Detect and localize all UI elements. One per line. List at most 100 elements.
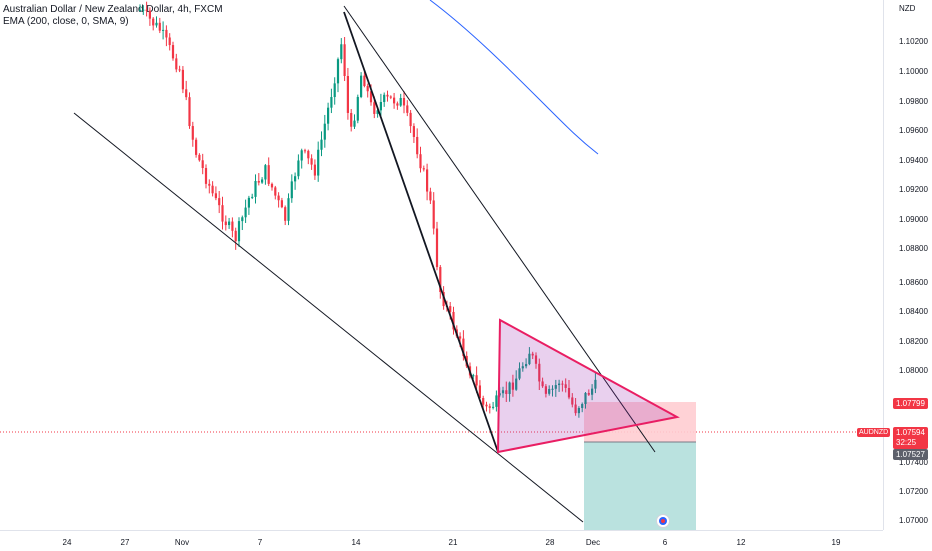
candle-body xyxy=(538,363,541,382)
candle-body xyxy=(148,10,151,19)
indicator-legend[interactable]: EMA (200, close, 0, SMA, 9) xyxy=(3,16,129,27)
candle-body xyxy=(208,183,211,186)
candle-body xyxy=(369,91,373,103)
time-scale[interactable]: 24 27 Nov 7 14 21 28 Dec 6 12 19 xyxy=(0,530,883,551)
candle-body xyxy=(188,97,191,127)
candle-body xyxy=(534,355,538,364)
candle-body xyxy=(379,101,382,111)
candle-body xyxy=(280,200,283,208)
symbol-title[interactable]: Australian Dollar / New Zealand Dollar, … xyxy=(3,4,223,15)
candle-body xyxy=(251,196,254,198)
candle-body xyxy=(429,191,432,201)
price-tick: 1.10000 xyxy=(899,67,928,76)
candle-body xyxy=(343,44,346,77)
candle-body xyxy=(244,207,247,218)
time-tick: Dec xyxy=(585,538,601,547)
candle-body xyxy=(544,386,547,394)
take-profit-zone xyxy=(584,442,696,530)
candle-body xyxy=(171,45,175,59)
candle-body xyxy=(495,395,498,407)
candle-body xyxy=(472,375,475,377)
candle-body xyxy=(383,94,386,102)
candle-body xyxy=(591,388,594,395)
candle-body xyxy=(284,207,287,221)
candle-body xyxy=(323,123,326,140)
candle-body xyxy=(158,22,161,31)
candle-body xyxy=(551,388,554,390)
candle-body xyxy=(485,404,488,407)
candle-body xyxy=(426,169,429,192)
price-tick: 1.08000 xyxy=(899,366,928,375)
candle-body xyxy=(267,165,270,184)
candle-body xyxy=(356,96,359,121)
chart-header: Australian Dollar / New Zealand Dollar, … xyxy=(3,4,223,28)
candle-body xyxy=(175,58,178,70)
candle-body xyxy=(346,76,349,113)
candle-body xyxy=(294,176,297,182)
chart-canvas[interactable] xyxy=(0,0,883,530)
candle-body xyxy=(432,200,435,229)
time-tick: 6 xyxy=(662,538,668,547)
candle-body xyxy=(307,150,310,159)
candle-body xyxy=(571,397,574,405)
candle-body xyxy=(231,221,234,231)
candle-body xyxy=(554,385,557,389)
candle-body xyxy=(505,390,508,394)
candle-body xyxy=(241,217,244,222)
candle-body xyxy=(218,198,221,206)
triangle-pattern[interactable] xyxy=(496,318,680,454)
trend-drawings[interactable] xyxy=(73,5,680,523)
price-tick: 1.09800 xyxy=(899,97,928,106)
candle-body xyxy=(274,187,277,196)
candle-body xyxy=(290,181,293,199)
impulse-trendline[interactable] xyxy=(343,11,499,453)
candle-body xyxy=(221,205,224,222)
candle-body xyxy=(204,168,208,184)
candle-body xyxy=(313,164,316,176)
candle-body xyxy=(191,126,194,140)
time-tick: 12 xyxy=(736,538,746,547)
candle-body xyxy=(277,195,280,201)
candle-body xyxy=(303,150,307,152)
currency-label: NZD xyxy=(899,4,916,13)
price-tick: 1.09200 xyxy=(899,185,928,194)
candle-body xyxy=(412,126,415,137)
price-tick: 1.08400 xyxy=(899,307,928,316)
candle-body xyxy=(393,97,396,104)
candle-body xyxy=(330,97,333,108)
candle-body xyxy=(142,9,145,11)
candle-body xyxy=(396,103,399,106)
candle-body xyxy=(300,150,303,161)
candle-body xyxy=(162,29,165,31)
candle-body xyxy=(462,338,465,356)
channel-lower-line[interactable] xyxy=(73,112,584,523)
candle-body xyxy=(360,75,363,97)
candle-body xyxy=(478,385,481,398)
ema-200-line xyxy=(429,0,599,155)
time-tick: 19 xyxy=(831,538,841,547)
candle-body xyxy=(145,9,148,11)
candle-body xyxy=(350,112,353,127)
candle-body xyxy=(587,392,590,395)
candle-body xyxy=(574,404,577,414)
candle-body xyxy=(409,112,412,127)
candle-body xyxy=(521,366,524,369)
candle-body xyxy=(257,180,260,183)
price-tick: 1.08200 xyxy=(899,337,928,346)
candle-body xyxy=(333,83,336,98)
candle-body xyxy=(511,382,514,390)
candle-body xyxy=(422,168,425,170)
candle-body xyxy=(399,97,402,106)
candle-body xyxy=(178,69,181,71)
candle-body xyxy=(138,9,142,11)
candle-body xyxy=(254,180,257,197)
candle-body xyxy=(195,139,198,155)
price-tick: 1.10200 xyxy=(899,37,928,46)
stop-loss-zone xyxy=(584,402,696,442)
candle-body xyxy=(439,267,442,292)
candle-body xyxy=(406,105,409,113)
candle-body xyxy=(264,165,267,180)
candle-body xyxy=(581,403,584,408)
symbol-price-tag: AUDNZD xyxy=(857,428,891,437)
stop-price-tag: 1.07527 xyxy=(893,449,928,460)
